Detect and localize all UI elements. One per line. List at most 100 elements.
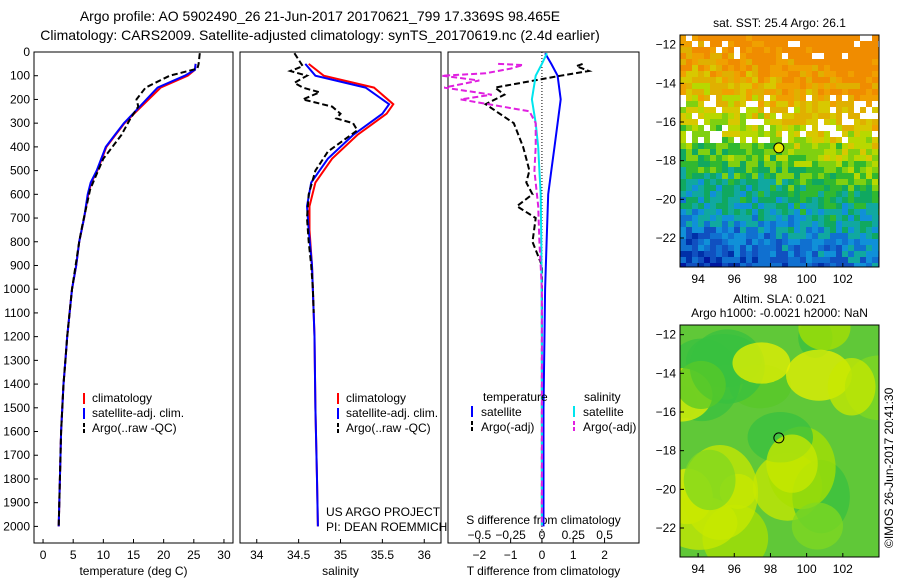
sst-cell	[752, 203, 758, 209]
sst-cell	[872, 203, 878, 209]
sst-cell	[770, 197, 776, 203]
sst-cell	[722, 263, 728, 269]
sst-cell	[686, 209, 692, 215]
figure-canvas: 0100200300400500600700800900100011001200…	[0, 0, 900, 580]
sst-cell	[788, 47, 794, 53]
sst-cell	[824, 149, 830, 155]
sst-cell	[758, 227, 764, 233]
sst-cell	[836, 197, 842, 203]
sst-cell	[722, 167, 728, 173]
sst-cell	[842, 35, 848, 41]
sst-map: 94 96 98 100 102−12−14−16−18−20−22sat. SST: …	[656, 16, 884, 286]
sst-cell	[872, 239, 878, 245]
sst-cell	[734, 65, 740, 71]
sst-cell	[704, 101, 710, 107]
sst-cell	[734, 251, 740, 257]
y-tick-label: 600	[10, 187, 30, 201]
sst-cell	[860, 215, 866, 221]
sst-cell	[818, 191, 824, 197]
sst-cell	[680, 185, 686, 191]
sst-cell	[854, 95, 860, 101]
x-tick-label: 20	[157, 548, 171, 562]
sst-cell	[728, 101, 734, 107]
sst-cell	[800, 173, 806, 179]
sst-cell	[782, 179, 788, 185]
sst-cell	[776, 245, 782, 251]
sst-cell	[782, 137, 788, 143]
legend-title: temperature	[483, 390, 548, 404]
sst-cell	[872, 221, 878, 227]
sst-cell	[860, 239, 866, 245]
sst-cell	[818, 179, 824, 185]
sst-cell	[680, 167, 686, 173]
sst-cell	[758, 179, 764, 185]
sst-cell	[866, 215, 872, 221]
sst-cell	[686, 131, 692, 137]
sst-cell	[854, 59, 860, 65]
sst-cell	[824, 221, 830, 227]
sst-cell	[692, 35, 698, 41]
sst-cell	[728, 119, 734, 125]
sst-cell	[872, 227, 878, 233]
sst-cell	[836, 143, 842, 149]
sst-cell	[842, 221, 848, 227]
sst-cell	[866, 89, 872, 95]
sst-cell	[866, 149, 872, 155]
sst-cell	[806, 233, 812, 239]
sst-cell	[776, 113, 782, 119]
sst-cell	[710, 161, 716, 167]
sst-cell	[680, 209, 686, 215]
sst-cell	[830, 47, 836, 53]
sst-cell	[872, 113, 878, 119]
sst-cell	[812, 65, 818, 71]
sst-cell	[830, 101, 836, 107]
sst-cell	[842, 101, 848, 107]
sst-cell	[794, 143, 800, 149]
sst-cell	[746, 35, 752, 41]
sst-cell	[686, 125, 692, 131]
sst-cell	[686, 191, 692, 197]
sst-cell	[782, 197, 788, 203]
sst-cell	[770, 221, 776, 227]
sst-cell	[704, 143, 710, 149]
y-tick-label: 1100	[4, 306, 30, 320]
sst-cell	[788, 209, 794, 215]
sst-cell	[860, 143, 866, 149]
sst-cell	[698, 173, 704, 179]
sst-cell	[776, 131, 782, 137]
sst-cell	[716, 209, 722, 215]
sst-cell	[866, 233, 872, 239]
x-tick-label: 35.5	[371, 548, 395, 562]
sst-cell	[848, 185, 854, 191]
sst-cell	[734, 89, 740, 95]
y-tick-label: −20	[656, 482, 677, 496]
sst-cell	[752, 71, 758, 77]
sst-cell	[698, 257, 704, 263]
sst-cell	[692, 125, 698, 131]
sst-cell	[746, 173, 752, 179]
sst-cell	[686, 107, 692, 113]
sst-cell	[704, 161, 710, 167]
sst-cell	[866, 113, 872, 119]
sst-cell	[710, 131, 716, 137]
sst-cell	[710, 197, 716, 203]
sst-cell	[830, 41, 836, 47]
sst-cell	[776, 101, 782, 107]
sst-cell	[692, 203, 698, 209]
sst-cell	[794, 179, 800, 185]
sst-cell	[800, 155, 806, 161]
sst-cell	[842, 41, 848, 47]
sst-cell	[710, 41, 716, 47]
sst-cell	[818, 245, 824, 251]
sst-cell	[824, 197, 830, 203]
s-tick-label: −0.25	[495, 528, 526, 542]
sst-cell	[866, 95, 872, 101]
sst-cell	[782, 41, 788, 47]
sst-cell	[776, 173, 782, 179]
sst-cell	[812, 227, 818, 233]
sst-cell	[818, 161, 824, 167]
sst-cell	[770, 59, 776, 65]
sst-cell	[842, 125, 848, 131]
y-tick-label: 0	[23, 45, 30, 59]
sst-cell	[746, 131, 752, 137]
